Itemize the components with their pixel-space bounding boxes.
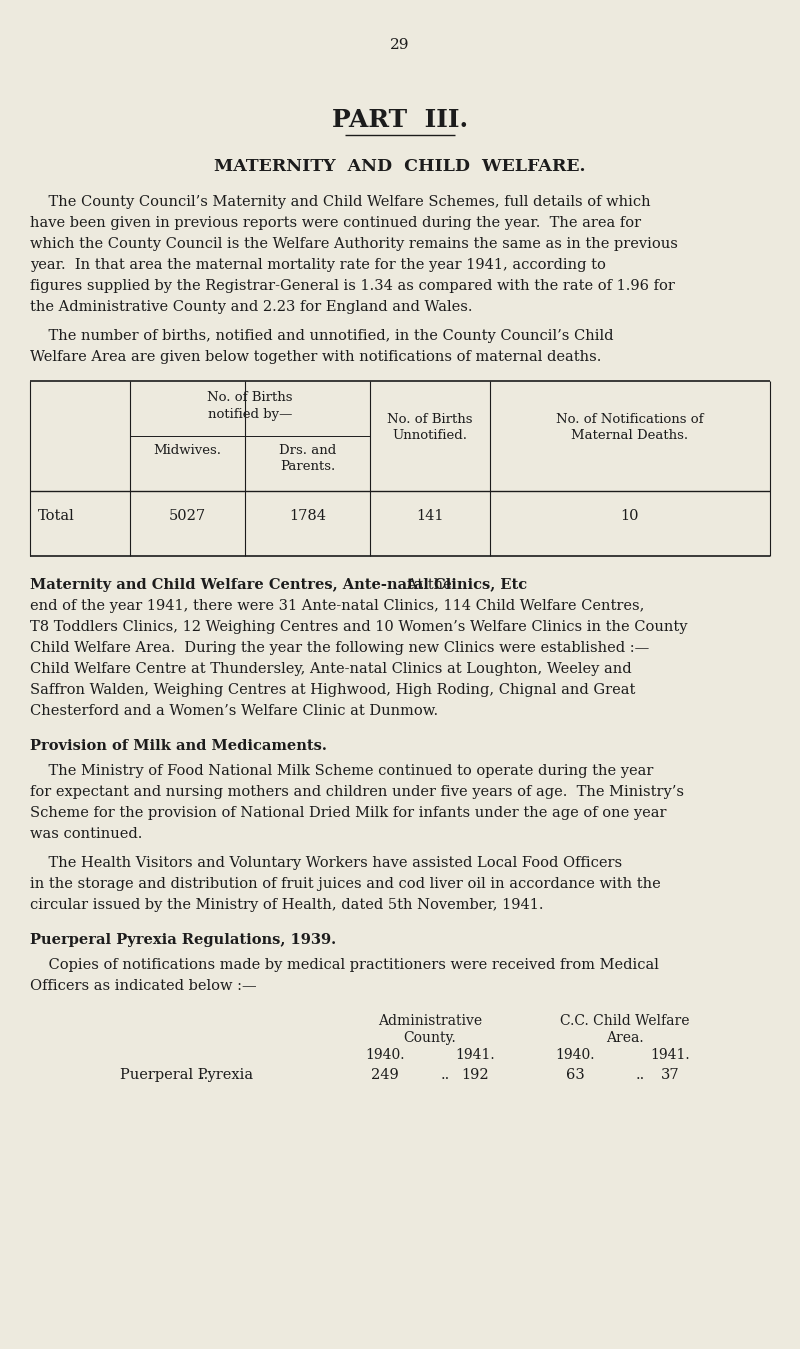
Text: Child Welfare Centre at Thundersley, Ante-natal Clinics at Loughton, Weeley and: Child Welfare Centre at Thundersley, Ant…	[30, 662, 632, 676]
Text: ..: ..	[200, 1068, 210, 1082]
Text: Puerperal Pyrexia: Puerperal Pyrexia	[120, 1068, 253, 1082]
Text: end of the year 1941, there were 31 Ante-natal Clinics, 114 Child Welfare Centre: end of the year 1941, there were 31 Ante…	[30, 599, 644, 612]
Text: ..: ..	[440, 1068, 450, 1082]
Text: figures supplied by the Registrar-General is 1.34 as compared with the rate of 1: figures supplied by the Registrar-Genera…	[30, 279, 675, 293]
Text: Administrative: Administrative	[378, 1014, 482, 1028]
Text: 1784: 1784	[289, 509, 326, 523]
Text: year.  In that area the maternal mortality rate for the year 1941, according to: year. In that area the maternal mortalit…	[30, 258, 606, 272]
Text: Chesterford and a Women’s Welfare Clinic at Dunmow.: Chesterford and a Women’s Welfare Clinic…	[30, 704, 438, 718]
Text: MATERNITY  AND  CHILD  WELFARE.: MATERNITY AND CHILD WELFARE.	[214, 158, 586, 175]
Text: Copies of notifications made by medical practitioners were received from Medical: Copies of notifications made by medical …	[30, 958, 659, 973]
Text: 29: 29	[390, 38, 410, 53]
Text: No. of Notifications of: No. of Notifications of	[556, 413, 704, 426]
Text: Provision of Milk and Medicaments.: Provision of Milk and Medicaments.	[30, 739, 327, 753]
Text: The Health Visitors and Voluntary Workers have assisted Local Food Officers: The Health Visitors and Voluntary Worker…	[30, 857, 622, 870]
Text: Officers as indicated below :—: Officers as indicated below :—	[30, 979, 257, 993]
Text: which the County Council is the Welfare Authority remains the same as in the pre: which the County Council is the Welfare …	[30, 237, 678, 251]
Text: the Administrative County and 2.23 for England and Wales.: the Administrative County and 2.23 for E…	[30, 299, 473, 314]
Text: County.: County.	[404, 1031, 456, 1045]
Text: 141: 141	[416, 509, 444, 523]
Text: was continued.: was continued.	[30, 827, 142, 840]
Text: 37: 37	[661, 1068, 679, 1082]
Text: in the storage and distribution of fruit juices and cod liver oil in accordance : in the storage and distribution of fruit…	[30, 877, 661, 890]
Text: 10: 10	[621, 509, 639, 523]
Text: Midwives.: Midwives.	[154, 444, 222, 457]
Text: The County Council’s Maternity and Child Welfare Schemes, full details of which: The County Council’s Maternity and Child…	[30, 196, 650, 209]
Text: 249: 249	[371, 1068, 399, 1082]
Text: Maternal Deaths.: Maternal Deaths.	[571, 429, 689, 442]
Text: circular issued by the Ministry of Health, dated 5th November, 1941.: circular issued by the Ministry of Healt…	[30, 898, 543, 912]
Text: 192: 192	[461, 1068, 489, 1082]
Text: PART  III.: PART III.	[332, 108, 468, 132]
Text: 1941.: 1941.	[455, 1048, 495, 1062]
Text: 63: 63	[566, 1068, 584, 1082]
Text: 5027: 5027	[169, 509, 206, 523]
Text: No. of Births: No. of Births	[207, 391, 293, 403]
Text: No. of Births: No. of Births	[387, 413, 473, 426]
Text: Child Welfare Area.  During the year the following new Clinics were established : Child Welfare Area. During the year the …	[30, 641, 650, 656]
Text: notified by—: notified by—	[208, 407, 292, 421]
Text: Area.: Area.	[606, 1031, 644, 1045]
Text: Drs. and: Drs. and	[279, 444, 336, 457]
Text: Scheme for the provision of National Dried Milk for infants under the age of one: Scheme for the provision of National Dri…	[30, 805, 666, 820]
Text: for expectant and nursing mothers and children under five years of age.  The Min: for expectant and nursing mothers and ch…	[30, 785, 684, 799]
Text: 1940.: 1940.	[555, 1048, 594, 1062]
Text: Parents.: Parents.	[280, 460, 335, 473]
Text: C.C. Child Welfare: C.C. Child Welfare	[560, 1014, 690, 1028]
Text: Unnotified.: Unnotified.	[393, 429, 467, 442]
Text: Maternity and Child Welfare Centres, Ante-natal Clinics, Etc: Maternity and Child Welfare Centres, Ant…	[30, 577, 527, 592]
Text: Saffron Walden, Weighing Centres at Highwood, High Roding, Chignal and Great: Saffron Walden, Weighing Centres at High…	[30, 683, 635, 697]
Text: 1941.: 1941.	[650, 1048, 690, 1062]
Text: Welfare Area are given below together with notifications of maternal deaths.: Welfare Area are given below together wi…	[30, 349, 602, 364]
Text: 1940.: 1940.	[366, 1048, 405, 1062]
Text: T8 Toddlers Clinics, 12 Weighing Centres and 10 Women’s Welfare Clinics in the C: T8 Toddlers Clinics, 12 Weighing Centres…	[30, 621, 687, 634]
Text: have been given in previous reports were continued during the year.  The area fo: have been given in previous reports were…	[30, 216, 641, 229]
Text: .  At the: . At the	[393, 577, 452, 592]
Text: Total: Total	[38, 509, 74, 523]
Text: The Ministry of Food National Milk Scheme continued to operate during the year: The Ministry of Food National Milk Schem…	[30, 764, 654, 778]
Text: ..: ..	[635, 1068, 645, 1082]
Text: Puerperal Pyrexia Regulations, 1939.: Puerperal Pyrexia Regulations, 1939.	[30, 934, 336, 947]
Text: The number of births, notified and unnotified, in the County Council’s Child: The number of births, notified and unnot…	[30, 329, 614, 343]
